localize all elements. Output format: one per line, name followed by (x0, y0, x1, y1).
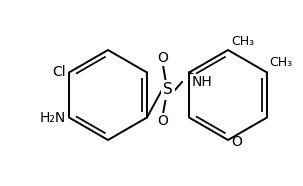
Text: H₂N: H₂N (40, 110, 66, 124)
Text: O: O (158, 51, 168, 65)
Text: NH: NH (192, 75, 213, 89)
Text: CH₃: CH₃ (231, 35, 254, 48)
Text: CH₃: CH₃ (269, 57, 292, 70)
Text: O: O (158, 114, 168, 128)
Text: S: S (163, 83, 173, 97)
Text: Cl: Cl (52, 65, 66, 79)
Text: O: O (231, 135, 242, 149)
